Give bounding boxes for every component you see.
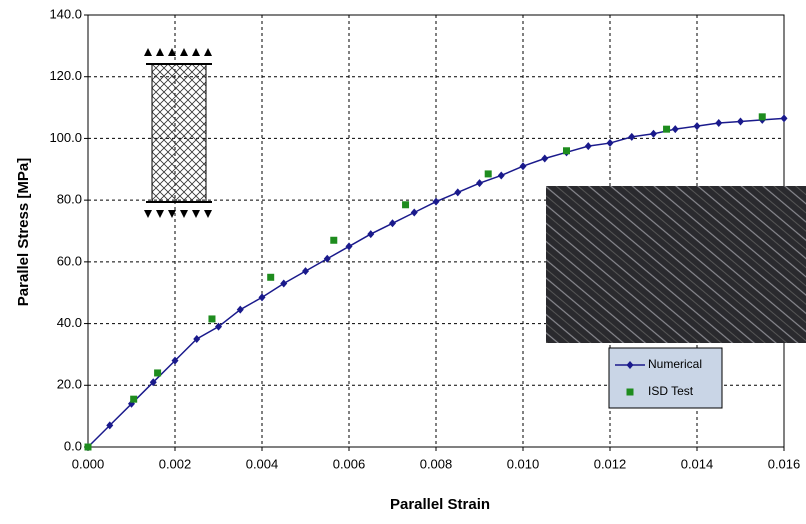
point xyxy=(171,356,179,365)
point xyxy=(476,179,483,188)
y-tick-label: 40.0 xyxy=(57,315,82,330)
specimen-sketch xyxy=(144,48,212,218)
point xyxy=(323,254,331,263)
point xyxy=(402,201,410,209)
point xyxy=(737,117,744,126)
point xyxy=(432,197,440,206)
point xyxy=(606,139,614,148)
point xyxy=(519,162,527,171)
y-tick-label: 20.0 xyxy=(57,377,82,392)
x-tick-label: 0.002 xyxy=(159,456,192,471)
point xyxy=(130,395,138,403)
legend-label: ISD Test xyxy=(648,384,694,398)
x-tick-label: 0.006 xyxy=(333,456,366,471)
x-tick-label: 0.008 xyxy=(420,456,453,471)
point xyxy=(628,132,636,141)
point xyxy=(330,236,338,244)
point xyxy=(208,315,216,323)
point xyxy=(663,125,671,133)
point xyxy=(484,170,492,178)
y-tick-label: 0.0 xyxy=(64,438,82,453)
point xyxy=(280,279,288,288)
point xyxy=(345,242,353,251)
point xyxy=(149,378,157,387)
y-tick-label: 60.0 xyxy=(57,253,82,268)
point xyxy=(367,230,375,239)
legend-marker xyxy=(626,361,634,369)
point xyxy=(650,129,657,138)
point xyxy=(541,154,549,163)
x-tick-label: 0.010 xyxy=(507,456,540,471)
point xyxy=(106,421,114,430)
x-tick-label: 0.000 xyxy=(72,456,105,471)
x-tick-label: 0.014 xyxy=(681,456,714,471)
y-tick-label: 80.0 xyxy=(57,192,82,207)
point xyxy=(84,443,92,451)
point xyxy=(215,322,222,331)
point xyxy=(671,125,679,134)
y-tick-label: 120.0 xyxy=(49,68,82,83)
legend-marker xyxy=(626,388,634,396)
point xyxy=(454,188,462,197)
point xyxy=(715,119,723,127)
point xyxy=(563,147,570,155)
point xyxy=(302,267,309,276)
point xyxy=(693,122,701,131)
legend-label: Numerical xyxy=(648,357,702,371)
point xyxy=(780,114,788,123)
point xyxy=(154,369,162,377)
specimen-photo xyxy=(546,186,806,343)
point xyxy=(584,142,592,151)
y-tick-label: 100.0 xyxy=(49,130,82,145)
x-tick-label: 0.012 xyxy=(594,456,627,471)
x-tick-label: 0.016 xyxy=(768,456,801,471)
legend-box xyxy=(608,347,723,409)
x-tick-label: 0.004 xyxy=(246,456,279,471)
point xyxy=(497,171,505,180)
x-axis-label: Parallel Strain xyxy=(390,496,490,513)
point xyxy=(267,273,275,281)
point xyxy=(410,208,418,217)
y-axis-label: Parallel Stress [MPa] xyxy=(15,158,32,306)
point xyxy=(758,113,766,121)
point xyxy=(236,305,244,314)
y-tick-label: 140.0 xyxy=(49,6,82,21)
point xyxy=(389,219,396,228)
point xyxy=(258,293,266,302)
point xyxy=(193,335,201,343)
